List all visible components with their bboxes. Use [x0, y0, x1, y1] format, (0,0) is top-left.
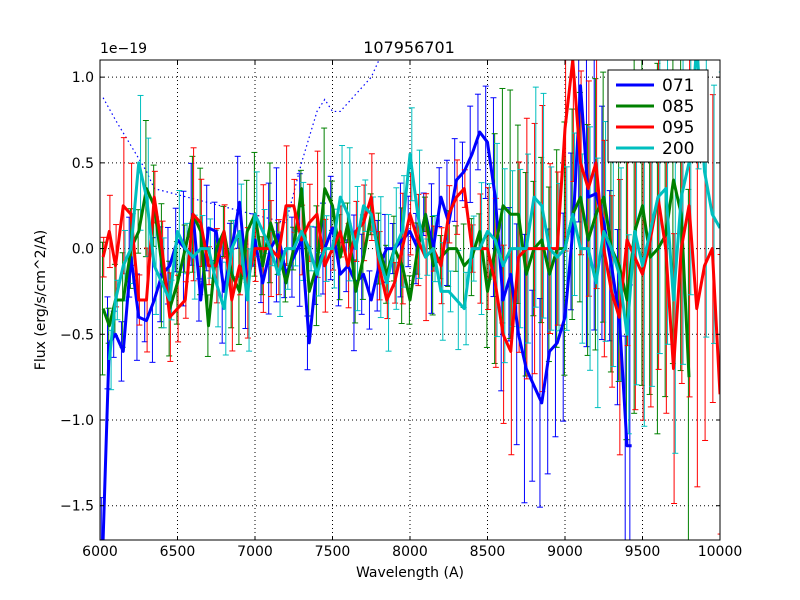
- x-tick-labels: 6000 6500 7000 7500 8000 8500 9000 9500 10000: [82, 544, 742, 560]
- y-tick-label: 0.5: [72, 156, 94, 172]
- reference-line: [102, 60, 380, 224]
- series-line-200: [107, 60, 720, 361]
- ticks: [99, 60, 721, 540]
- x-tick-label: 7500: [315, 544, 351, 560]
- y-tick-label: −1.0: [60, 413, 94, 429]
- x-tick-label: 7000: [237, 544, 273, 560]
- x-tick-label: 8000: [392, 544, 428, 560]
- x-tick-label: 8500: [470, 544, 506, 560]
- y-tick-label: 0.0: [72, 242, 94, 258]
- y-tick-label: −0.5: [60, 327, 94, 343]
- legend-label-095: 095: [662, 118, 694, 138]
- y-tick-label: −1.5: [60, 499, 94, 515]
- legend-label-200: 200: [662, 139, 694, 159]
- x-tick-label: 6000: [82, 544, 118, 560]
- legend-label-085: 085: [662, 97, 694, 117]
- series-line-095: [101, 60, 720, 395]
- x-tick-label: 9000: [547, 544, 583, 560]
- chart-title: 107956701: [363, 38, 455, 57]
- x-tick-label: 10000: [698, 544, 743, 560]
- legend-label-071: 071: [662, 76, 694, 96]
- y-tick-labels: −1.5 −1.0 −0.5 0.0 0.5 1.0: [60, 70, 94, 515]
- x-axis-label: Wavelength (A): [356, 565, 464, 581]
- x-tick-label: 6500: [160, 544, 196, 560]
- y-offset-label: 1e−19: [100, 41, 147, 57]
- x-tick-label: 9500: [625, 544, 661, 560]
- y-tick-label: 1.0: [72, 70, 94, 86]
- reference-line-layer: [102, 60, 380, 224]
- y-axis-label: Flux (erg/s/cm^2/A): [33, 230, 49, 370]
- series-layer: [101, 60, 720, 540]
